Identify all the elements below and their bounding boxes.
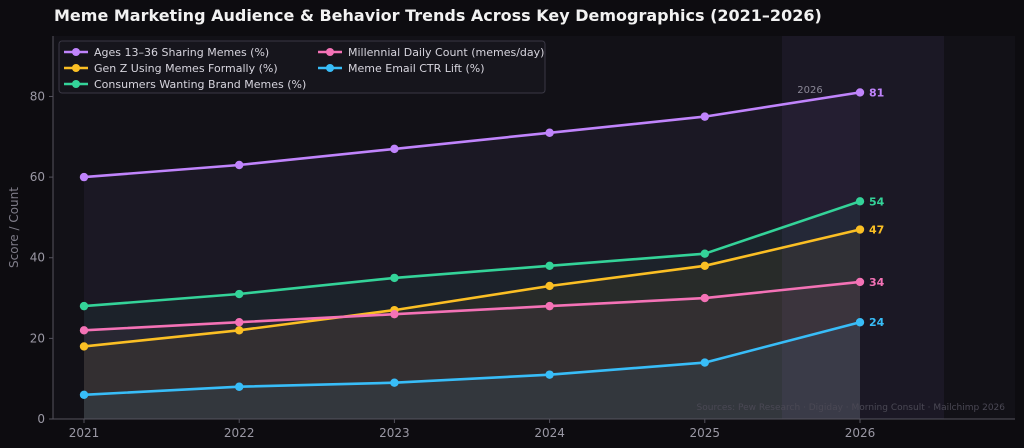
y-tick-label: 40 (30, 251, 45, 265)
data-point (700, 249, 709, 258)
legend-box (58, 40, 546, 94)
series-line (83, 200, 861, 308)
series-area-fill (84, 229, 860, 419)
y-axis-title: Score / Count (7, 187, 21, 268)
series-line (83, 228, 861, 348)
data-point (235, 382, 244, 391)
legend-entry-label: Consumers Wanting Brand Memes (%) (94, 78, 306, 91)
x-tick-label: 2025 (690, 426, 721, 440)
legend-entry-label: Millennial Daily Count (memes/day) (348, 46, 544, 59)
series-line (83, 320, 861, 397)
data-point (235, 289, 244, 299)
data-point (700, 358, 709, 367)
data-point (235, 160, 244, 170)
data-point (545, 281, 554, 291)
legend-swatch-marker (72, 48, 80, 56)
data-point (390, 144, 399, 154)
end-value-label: 24 (869, 316, 885, 329)
source-note: Sources: Pew Research · Digiday · Mornin… (697, 403, 1006, 413)
end-value-label: 81 (869, 86, 884, 99)
data-point (855, 225, 865, 234)
data-point (855, 277, 865, 287)
data-point (79, 342, 89, 351)
data-point (79, 172, 89, 182)
x-tick-label: 2023 (379, 426, 410, 440)
y-tick-label: 20 (30, 331, 45, 345)
legend-entry-label: Meme Email CTR Lift (%) (348, 62, 485, 75)
data-point (855, 318, 865, 327)
series-area-fill (84, 322, 860, 419)
data-point (855, 88, 865, 97)
data-point (855, 197, 865, 206)
series-line (83, 280, 861, 332)
y-tick-label: 80 (30, 89, 45, 103)
data-point (545, 128, 554, 137)
chart-title: Meme Marketing Audience & Behavior Trend… (54, 6, 822, 25)
data-point (700, 293, 709, 303)
legend-entry-label: Gen Z Using Memes Formally (%) (94, 62, 278, 75)
data-point (545, 261, 554, 270)
legend-swatch-marker (326, 64, 334, 72)
data-point (79, 301, 89, 311)
end-value-label: 34 (869, 276, 885, 289)
data-point (79, 326, 89, 335)
data-point (235, 326, 244, 335)
series-line (83, 91, 861, 179)
legend-swatch-marker (72, 64, 80, 72)
data-point (545, 301, 554, 311)
data-point (79, 390, 89, 400)
x-tick-label: 2026 (845, 426, 876, 440)
data-point (390, 309, 399, 319)
x-tick-label: 2024 (534, 426, 565, 440)
y-tick-label: 0 (37, 412, 45, 426)
series-area-fill (84, 92, 860, 420)
data-point (390, 273, 399, 283)
legend-swatch-marker (326, 48, 334, 56)
data-point (235, 318, 244, 327)
end-value-label: 54 (869, 195, 885, 208)
end-value-label: 47 (869, 224, 884, 237)
data-point (700, 261, 709, 270)
data-point (700, 112, 709, 121)
x-tick-label: 2022 (224, 426, 255, 440)
legend-entry-label: Ages 13–36 Sharing Memes (%) (94, 46, 269, 59)
data-point (390, 378, 399, 387)
data-point (545, 370, 554, 379)
y-tick-label: 60 (30, 170, 45, 184)
highlight-label: 2026 (797, 85, 822, 96)
x-tick-label: 2021 (69, 426, 100, 440)
legend-swatch-marker (72, 80, 80, 88)
